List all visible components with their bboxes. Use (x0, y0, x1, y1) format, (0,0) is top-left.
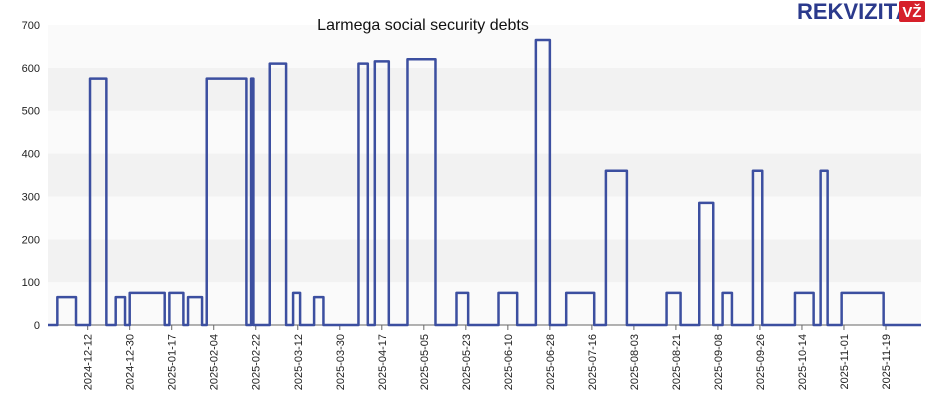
y-axis-ticks: 0 100 200 300 400 500 600 700 (22, 20, 40, 332)
x-tick-label: 2025-05-05 (419, 334, 431, 390)
grid-bands (48, 25, 921, 325)
series-line (48, 38, 921, 327)
grid-band (48, 153, 921, 197)
grid-band (48, 67, 921, 111)
y-tick-label: 200 (22, 234, 40, 246)
x-tick-label: 2025-02-22 (251, 334, 263, 390)
y-tick-label: 0 (34, 320, 40, 332)
grid-band (48, 25, 921, 68)
x-tick-label: 2025-11-19 (881, 334, 893, 389)
y-tick-label: 300 (22, 191, 40, 203)
y-tick-label: 100 (22, 277, 40, 289)
brand-name: REKVIZITAI (797, 0, 918, 24)
x-tick-label: 2025-10-14 (797, 334, 809, 390)
x-tick-label: 2025-04-17 (377, 334, 389, 390)
x-tick-label: 2025-03-12 (293, 334, 305, 390)
y-tick-label: 700 (22, 20, 40, 32)
chart-title: Larmega social security debts (317, 17, 529, 34)
grid-band (48, 282, 921, 325)
x-tick-label: 2024-12-12 (83, 334, 95, 390)
y-tick-label: 400 (22, 149, 40, 161)
x-tick-label: 2025-06-10 (503, 334, 515, 390)
grid-band (48, 110, 921, 154)
brand-logo: REKVIZITAI VŽ (797, 0, 925, 24)
y-tick-label: 500 (22, 106, 40, 118)
x-tick-label: 2025-01-17 (167, 334, 179, 390)
x-tick-label: 2025-02-04 (209, 334, 221, 390)
x-tick-label: 2025-11-01 (839, 334, 851, 389)
brand-badge-text: VŽ (902, 3, 921, 21)
y-tick-label: 600 (22, 63, 40, 75)
x-tick-label: 2025-09-08 (713, 334, 725, 390)
grid-band (48, 239, 921, 283)
x-tick-label: 2024-12-30 (125, 334, 137, 390)
x-tick-label: 2025-08-03 (629, 334, 641, 390)
x-tick-label: 2025-09-26 (755, 334, 767, 390)
grid-band (48, 196, 921, 240)
x-axis-ticks: 2024-12-12 2024-12-30 2025-01-17 2025-02-04… (83, 325, 893, 390)
x-tick-label: 2025-07-16 (587, 334, 599, 390)
brand-badge (899, 1, 925, 22)
x-tick-label: 2025-08-21 (671, 334, 683, 390)
x-tick-label: 2025-05-23 (461, 334, 473, 390)
x-tick-label: 2025-03-30 (335, 334, 347, 390)
x-tick-label: 2025-06-28 (545, 334, 557, 390)
